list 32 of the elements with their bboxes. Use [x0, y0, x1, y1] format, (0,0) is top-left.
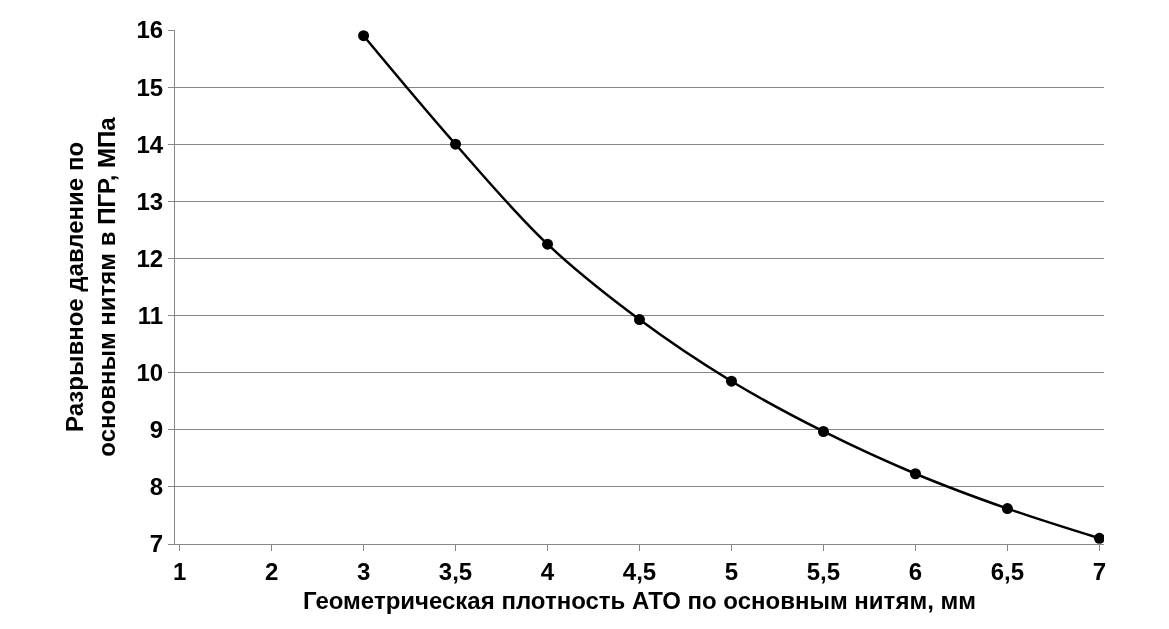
y-tick-label: 16 — [136, 16, 164, 44]
point — [725, 375, 737, 387]
point — [1001, 503, 1013, 515]
y-tick-label: 11 — [137, 301, 164, 329]
point — [909, 468, 921, 480]
y-tick-label: 8 — [149, 473, 164, 501]
x-tick-label: 5,5 — [806, 557, 841, 585]
point — [358, 30, 370, 42]
x-tick-label: 5 — [724, 557, 739, 585]
x-tick-label: 1 — [172, 557, 187, 585]
x-axis-title: Геометрическая плотность АТО по основным нитям, мм — [303, 587, 976, 615]
point — [817, 425, 829, 437]
y-tick-label: 15 — [136, 73, 164, 101]
y-tick-label: 14 — [136, 130, 164, 158]
point — [634, 314, 645, 326]
x-tick-label: 2 — [264, 557, 279, 585]
y-tick-label: 9 — [149, 416, 164, 444]
x-tick-label: 3,5 — [438, 557, 473, 585]
x-tick-label: 6,5 — [990, 557, 1025, 585]
x-tick-label: 6 — [908, 557, 923, 585]
x-tick-label: 4 — [540, 557, 555, 585]
point — [450, 138, 462, 150]
y-tick-label: 13 — [136, 187, 164, 215]
point — [1093, 532, 1104, 544]
x-tick-label: 4,5 — [622, 557, 657, 585]
y-tick-label: 10 — [136, 359, 164, 387]
y-tick-label: 7 — [149, 530, 164, 558]
y-axis-title: Разрывное давление по основным нитям в ПГР, МПа — [61, 116, 120, 457]
x-tick-label: 7 — [1092, 557, 1107, 585]
y-tick-label: 12 — [136, 244, 164, 272]
point — [542, 238, 554, 250]
x-tick-label: 3 — [356, 557, 371, 585]
